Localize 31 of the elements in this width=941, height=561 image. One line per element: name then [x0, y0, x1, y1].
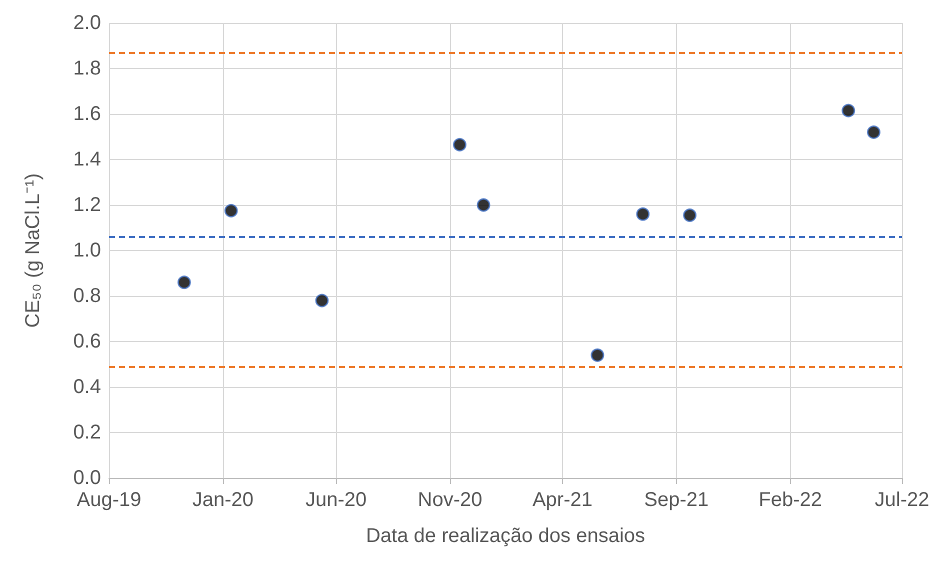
y-tick-label: 0.4	[73, 376, 101, 398]
point	[224, 204, 238, 218]
x-tick-label: Aug-19	[76, 489, 142, 511]
x-tick-label: Feb-22	[758, 489, 822, 511]
y-tick-label: 1.0	[73, 240, 101, 262]
point	[177, 276, 191, 290]
x-tick-label: Apr-21	[532, 489, 592, 511]
x-tick-label: Jun-20	[306, 489, 367, 511]
x-tick-label: Jul-22	[874, 489, 930, 511]
y-tick-label: 1.2	[73, 194, 101, 216]
point	[842, 104, 856, 118]
point	[866, 125, 880, 139]
point	[590, 348, 604, 362]
point	[452, 138, 466, 152]
y-axis-title: CE₅₀ (g NaCl.L⁻¹)	[22, 173, 44, 328]
x-tick-label: Sep-21	[644, 489, 709, 511]
point	[315, 294, 329, 308]
point	[636, 207, 650, 221]
x-tick-label: Nov-20	[418, 489, 482, 511]
x-axis-title: Data de realização dos ensaios	[366, 525, 646, 547]
y-tick-label: 2.0	[73, 12, 101, 34]
y-tick-label: 0.8	[73, 285, 101, 307]
y-tick-label: 0.0	[73, 467, 101, 489]
y-tick-label: 1.4	[73, 148, 101, 170]
y-tick-label: 1.6	[73, 103, 101, 125]
x-tick-label: Jan-20	[192, 489, 254, 511]
point	[476, 198, 490, 212]
y-tick-label: 0.6	[73, 330, 101, 352]
y-tick-label: 0.2	[73, 422, 101, 444]
y-tick-label: 1.8	[73, 58, 101, 80]
point	[683, 208, 697, 222]
